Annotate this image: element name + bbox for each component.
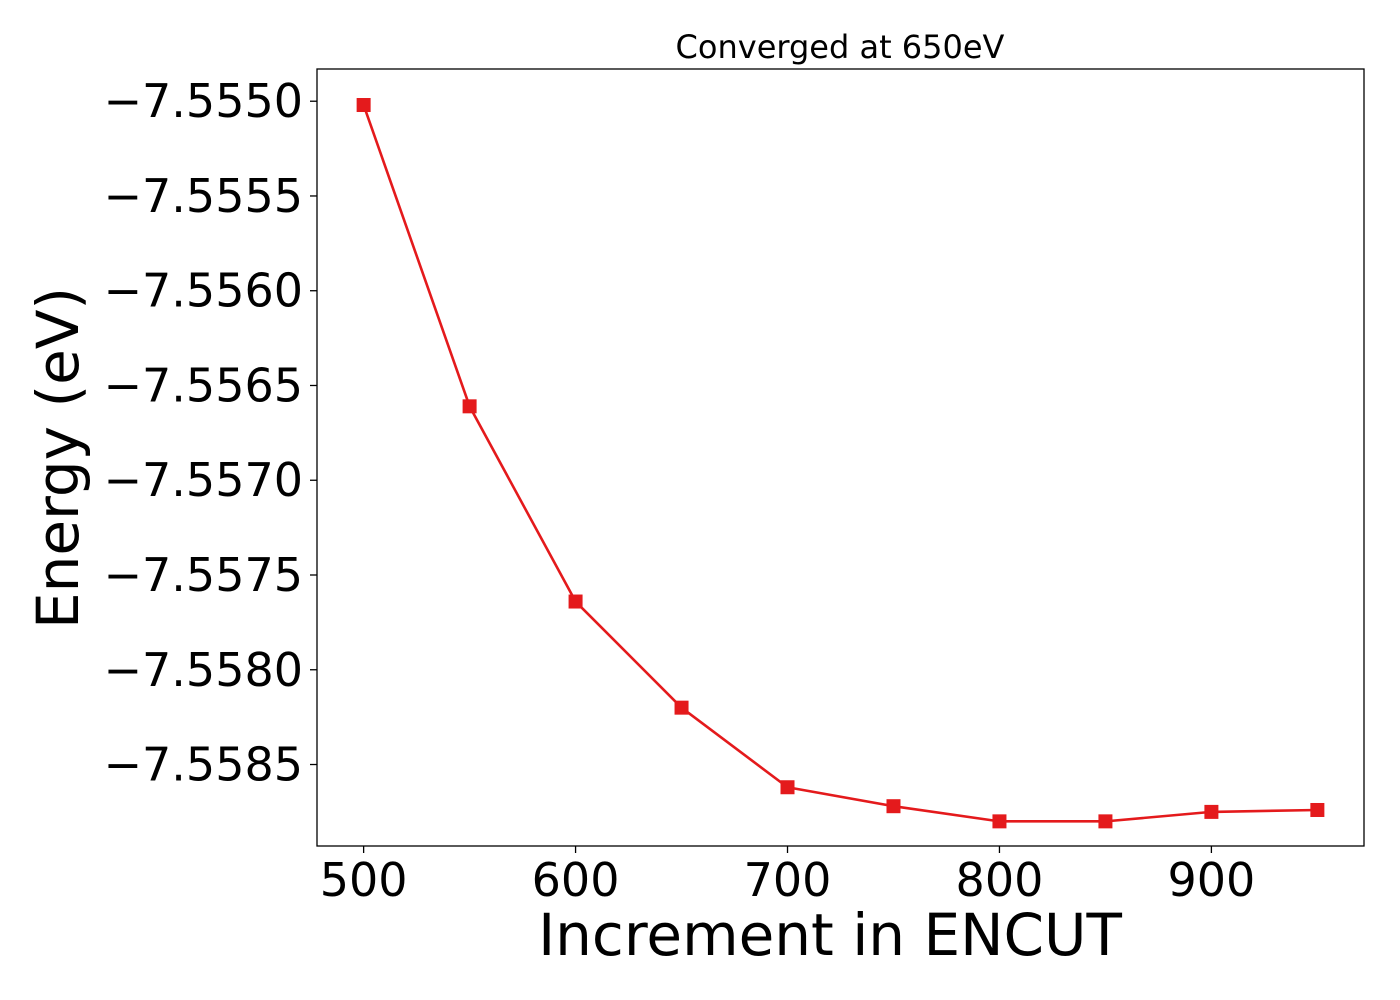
ticks-layer: 500 600 700 800 900 −7.5550 −7.5555 −7.5560 −7.5…: [104, 74, 1256, 907]
plot-frame: [316, 68, 1365, 847]
data-point-marker: [992, 814, 1007, 829]
y-tick-label: −7.5565: [104, 358, 304, 412]
x-tick-label: 900: [1167, 853, 1255, 907]
x-tick-label: 700: [744, 853, 832, 907]
y-tick-label: −7.5570: [104, 453, 304, 507]
data-point-marker: [780, 780, 795, 795]
y-tick-label: −7.5560: [104, 264, 304, 318]
data-point-marker: [462, 399, 477, 414]
y-axis-label: Energy (eV): [24, 287, 92, 629]
series-line: [362, 104, 1318, 823]
x-tick-label: 600: [532, 853, 620, 907]
data-point-marker: [674, 700, 689, 715]
data-point-marker: [1204, 804, 1219, 819]
data-point-marker: [356, 98, 371, 113]
chart-title: Converged at 650eV: [676, 28, 1005, 66]
data-point-marker: [568, 594, 583, 609]
x-tick-label: 500: [320, 853, 408, 907]
series-layer: [356, 98, 1325, 829]
data-point-marker: [1310, 802, 1325, 817]
data-point-marker: [886, 799, 901, 814]
x-tick-label: 800: [956, 853, 1044, 907]
y-tick-label: −7.5555: [104, 169, 304, 223]
data-point-marker: [1098, 814, 1113, 829]
x-axis-label: Increment in ENCUT: [538, 901, 1122, 969]
y-tick-label: −7.5550: [104, 74, 304, 128]
y-tick-label: −7.5580: [104, 643, 304, 697]
y-tick-label: −7.5575: [104, 548, 304, 602]
y-tick-label: −7.5585: [104, 738, 304, 792]
